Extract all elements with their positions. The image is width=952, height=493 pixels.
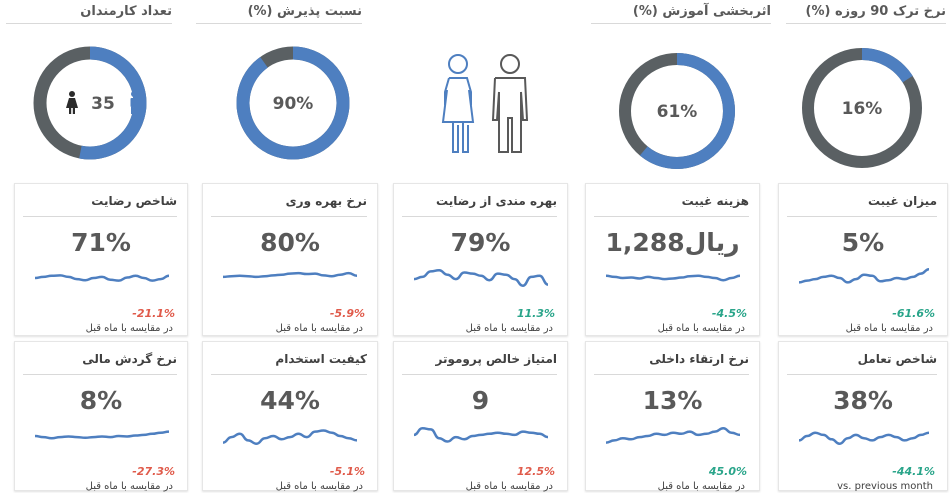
card-title: شاخص رضایت <box>23 194 177 217</box>
female-outline-icon <box>441 54 475 153</box>
card-net-promoter-score: امتیاز خالص پروموتر 9 12.5% در مقایسه با… <box>393 341 568 492</box>
comparison-label: در مقایسه با ماه قبل <box>465 481 553 492</box>
male-person-icon <box>130 91 138 114</box>
sparkline <box>35 430 169 440</box>
change-percent: -27.3% <box>132 465 175 478</box>
sparkline <box>799 267 929 284</box>
card-title: بهره مندی از رضایت <box>402 194 557 217</box>
kpi-employee-count: تعداد کارمندان 35 <box>0 0 178 175</box>
comparison-label: در مقایسه با ماه قبل <box>657 323 745 334</box>
comparison-label: در مقایسه با ماه قبل <box>275 323 363 334</box>
card-title: هزینه غیبت <box>594 194 749 217</box>
comparison-label: vs. previous month <box>837 481 933 492</box>
female-person-icon <box>66 91 78 114</box>
donut-value: 35 <box>91 94 115 114</box>
sparkline <box>223 429 357 445</box>
card-title: کیفیت استخدام <box>211 352 367 375</box>
card-productivity-rate: نرخ بهره وری 80% -5.9% در مقایسه با ماه … <box>202 183 378 336</box>
female-male-outline-icons <box>441 54 529 153</box>
card-title: نرخ ارتقاء داخلی <box>594 352 749 375</box>
donut-chart: 61% <box>619 53 735 169</box>
card-title: نرخ بهره وری <box>211 194 367 217</box>
kpi-title: نرخ ترک 90 روزه (%) <box>786 4 946 24</box>
card-value: 79% <box>450 228 511 257</box>
change-percent: 12.5% <box>516 465 555 478</box>
sparkline <box>414 427 548 443</box>
change-percent: -61.6% <box>892 307 935 320</box>
card-absence-rate: میزان غیبت 5% -61.6% در مقایسه با ماه قب… <box>778 183 948 336</box>
change-percent: 45.0% <box>708 465 747 478</box>
donut-fill <box>619 53 735 169</box>
donut-fill <box>33 46 147 160</box>
comparison-label: در مقایسه با ماه قبل <box>657 481 745 492</box>
donut-value: 61% <box>657 102 698 122</box>
change-percent: -5.1% <box>329 465 365 478</box>
sparkline <box>35 274 169 282</box>
card-value: 9 <box>471 386 490 415</box>
comparison-label: در مقایسه با ماه قبل <box>85 323 173 334</box>
donut-fill <box>802 48 922 168</box>
sparkline <box>223 271 357 279</box>
comparison-label: در مقایسه با ماه قبل <box>85 481 173 492</box>
card-absence-cost: هزینه غیبت 1,288ریال -4.5% در مقایسه با … <box>585 183 760 336</box>
donut-value: 90% <box>273 94 314 114</box>
card-internal-promotion-rate: نرخ ارتقاء داخلی 13% 45.0% در مقایسه با … <box>585 341 760 492</box>
sparkline <box>414 269 548 287</box>
sparkline-path <box>35 274 169 282</box>
sparkline-path <box>223 429 357 445</box>
change-percent: -4.5% <box>711 307 747 320</box>
change-percent: -5.9% <box>329 307 365 320</box>
comparison-label: در مقایسه با ماه قبل <box>845 323 933 334</box>
sparkline-path <box>35 430 169 440</box>
card-value: 44% <box>260 386 320 415</box>
change-percent: -44.1% <box>892 465 935 478</box>
sparkline-path <box>799 267 929 284</box>
card-title: نرخ گردش مالی <box>23 352 177 375</box>
donut-chart: 16% <box>802 48 922 168</box>
comparison-label: در مقایسه با ماه قبل <box>465 323 553 334</box>
card-value: 8% <box>79 386 123 415</box>
male-outline-icon <box>491 54 529 153</box>
card-quality-of-hire: کیفیت استخدام 44% -5.1% در مقایسه با ماه… <box>202 341 378 492</box>
kpi-title: نسبت پذیرش (%) <box>196 4 362 24</box>
donut-chart: 35 <box>33 46 147 160</box>
change-percent: -21.1% <box>132 307 175 320</box>
donut-fill <box>236 46 350 160</box>
card-value: 13% <box>642 386 703 415</box>
donut-value: 16% <box>842 99 883 119</box>
change-percent: 11.3% <box>516 307 555 320</box>
card-satisfaction-index: شاخص رضایت 71% -21.1% در مقایسه با ماه ق… <box>14 183 188 336</box>
kpi-title: اثربخشی آموزش (%) <box>591 4 771 24</box>
donut-chart: 90% <box>236 46 350 160</box>
card-value: 80% <box>260 228 320 257</box>
sparkline-path <box>414 427 548 443</box>
kpi-90-day-turnover: نرخ ترک 90 روزه (%) 16% <box>780 0 952 175</box>
sparkline-path <box>223 271 357 279</box>
card-turnover-rate: نرخ گردش مالی 8% -27.3% در مقایسه با ماه… <box>14 341 188 492</box>
card-value: 1,288ریال <box>605 228 740 257</box>
card-value: 5% <box>841 228 885 257</box>
sparkline <box>606 427 740 444</box>
kpi-training-effectiveness: اثربخشی آموزش (%) 61% <box>585 0 777 175</box>
gender-illustration <box>385 0 580 175</box>
card-title: امتیاز خالص پروموتر <box>402 352 557 375</box>
sparkline-path <box>606 274 740 282</box>
kpi-title: تعداد کارمندان <box>6 4 172 24</box>
sparkline <box>799 431 929 445</box>
card-title: میزان غیبت <box>787 194 937 217</box>
sparkline-path <box>414 269 548 287</box>
kpi-acceptance-rate: نسبت پذیرش (%) 90% <box>190 0 368 175</box>
card-value: 38% <box>833 386 893 415</box>
card-engagement-index: شاخص تعامل 38% -44.1% vs. previous month <box>778 341 948 492</box>
card-title: شاخص تعامل <box>787 352 937 375</box>
card-satisfaction-benefit: بهره مندی از رضایت 79% 11.3% در مقایسه ب… <box>393 183 568 336</box>
sparkline <box>606 274 740 282</box>
sparkline-path <box>799 431 929 445</box>
comparison-label: در مقایسه با ماه قبل <box>275 481 363 492</box>
card-value: 71% <box>71 228 131 257</box>
sparkline-path <box>606 427 740 444</box>
